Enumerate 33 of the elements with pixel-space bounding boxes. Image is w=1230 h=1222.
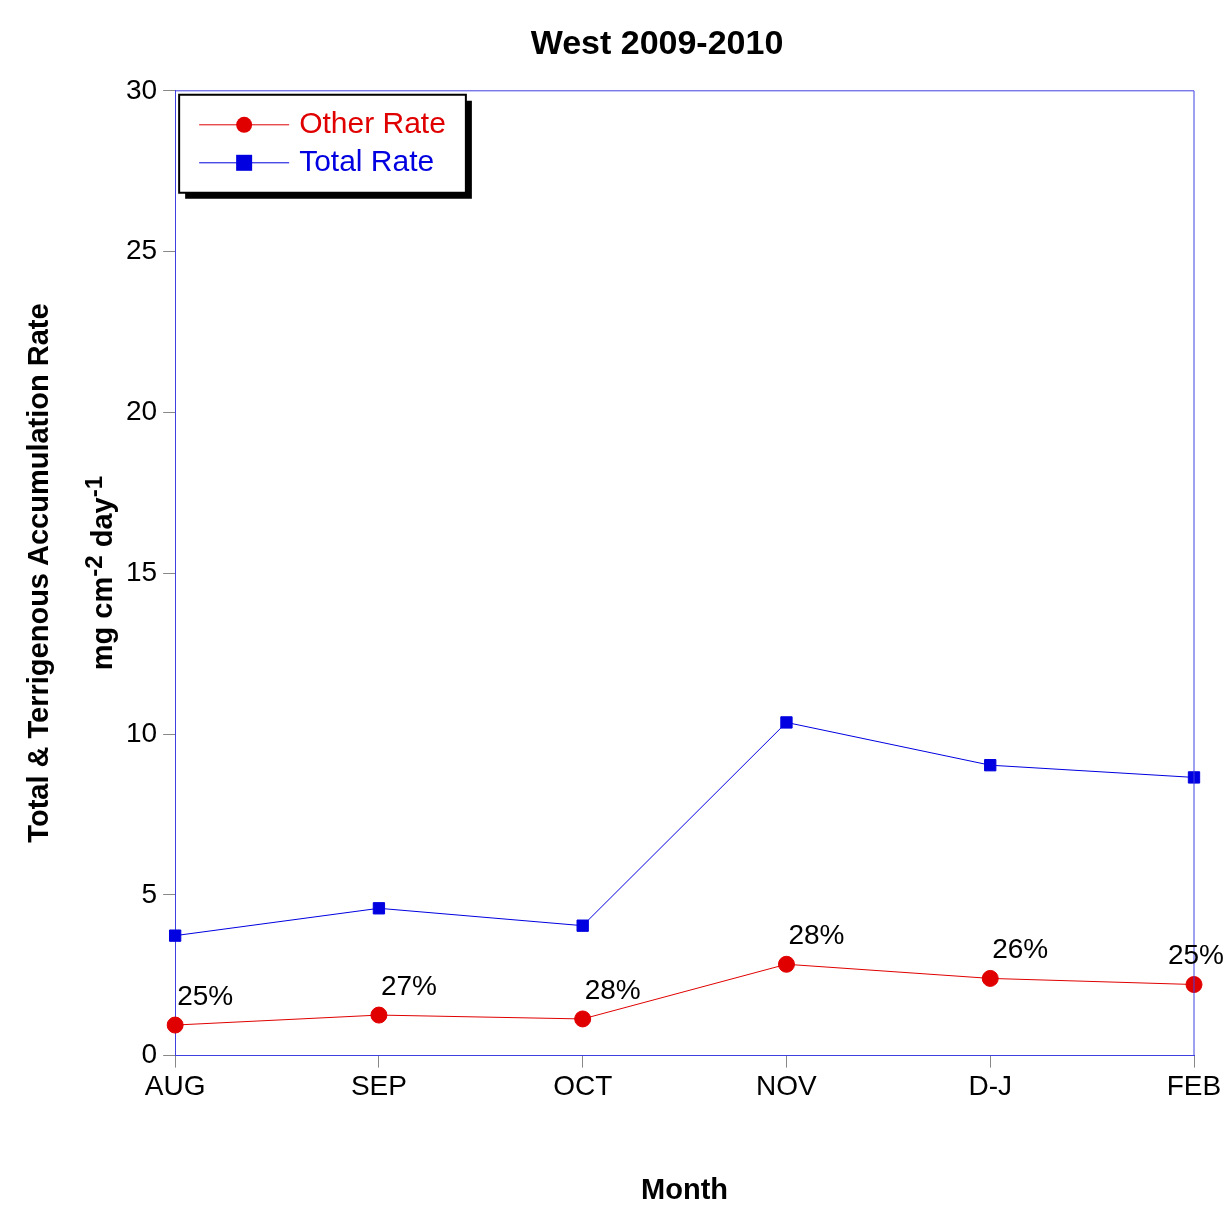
annotation: 26% [992, 933, 1049, 965]
x-tick-label: SEP [350, 1070, 407, 1102]
annotation: 27% [380, 969, 437, 1001]
point [780, 716, 793, 729]
point [574, 1010, 592, 1028]
x-axis-title: Month [641, 1172, 729, 1205]
point [168, 929, 182, 942]
point [984, 759, 997, 772]
y-tick-label: 0 [141, 1038, 158, 1070]
y-tick-label: 5 [141, 877, 158, 909]
annotation: 28% [584, 973, 641, 1005]
x-tick-label: AUG [144, 1070, 206, 1102]
x-tick-label: FEB [1166, 1070, 1222, 1102]
y-tick-label: 20 [125, 395, 158, 427]
x-tick-label: NOV [756, 1070, 818, 1102]
point [372, 902, 386, 915]
chart-title: West 2009-2010 [530, 22, 784, 61]
y-tick-label: 25 [125, 234, 158, 266]
point [576, 919, 589, 932]
legend-label: Total Rate [299, 144, 435, 178]
point [777, 955, 795, 973]
point [370, 1006, 388, 1024]
point [981, 969, 999, 987]
legend-label: Other Rate [299, 106, 446, 140]
annotation: 25% [177, 979, 234, 1011]
y-tick-label: 30 [125, 73, 158, 105]
point [166, 1016, 184, 1034]
x-tick-label: D-J [968, 1070, 1012, 1102]
y-tick-label: 15 [125, 555, 158, 587]
x-tick-label: OCT [553, 1070, 613, 1102]
annotation: 25% [1167, 939, 1224, 971]
y-tick-label: 10 [125, 716, 158, 748]
annotation: 28% [788, 918, 845, 950]
